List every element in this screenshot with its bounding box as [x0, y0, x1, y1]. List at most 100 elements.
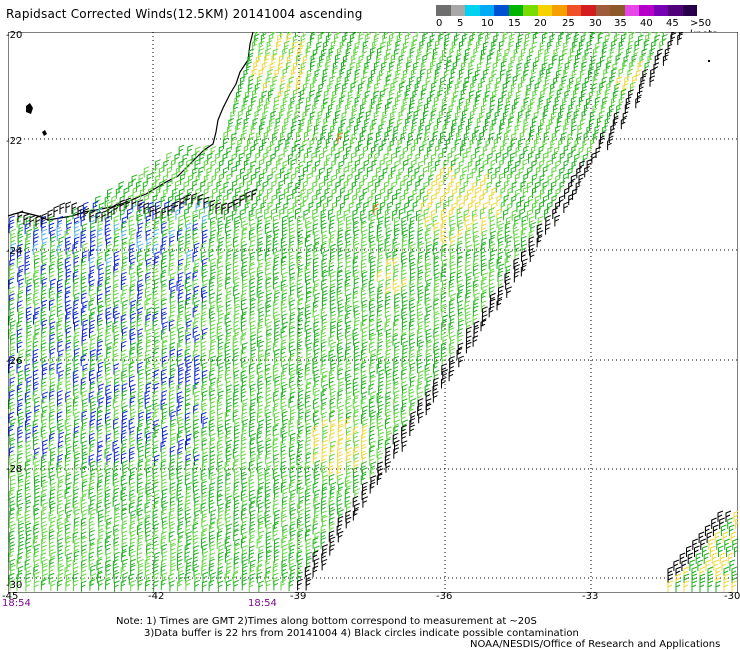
legend-tick-label: 45: [666, 18, 679, 29]
wind-barb: [258, 96, 265, 109]
wind-barb: [539, 40, 546, 53]
wind-barb: [568, 103, 575, 115]
wind-barb: [543, 131, 550, 143]
wind-barb: [421, 83, 428, 95]
wind-barb: [493, 34, 499, 46]
wind-barb: [272, 32, 277, 39]
wind-barb: [508, 61, 515, 74]
wind-barb: [287, 153, 294, 165]
wind-barb: [492, 61, 499, 74]
wind-barb: [552, 32, 556, 38]
wind-barb: [566, 33, 572, 45]
wind-barb: [461, 138, 468, 151]
wind-barb: [584, 76, 591, 88]
wind-barb: [230, 110, 237, 122]
wind-barb: [446, 55, 453, 67]
wind-barb: [596, 88, 603, 101]
wind-barb: [474, 125, 481, 137]
wind-barb: [288, 102, 295, 115]
wind-barb: [662, 54, 669, 66]
wind-barb: [510, 152, 516, 164]
wind-barb: [545, 123, 552, 136]
wind-barb: [418, 160, 424, 172]
wind-barb: [445, 138, 452, 150]
wind-barb: [551, 152, 558, 165]
wind-barb: [626, 47, 633, 59]
wind-barb: [355, 145, 362, 157]
latitude-label: -28: [6, 464, 23, 475]
wind-barb: [487, 53, 493, 66]
wind-barb: [541, 32, 548, 45]
wind-barb: [398, 110, 405, 122]
wind-barb: [382, 167, 389, 179]
wind-barb: [429, 117, 435, 130]
wind-barb: [395, 95, 401, 108]
wind-barb: [278, 138, 285, 151]
wind-barb: [490, 159, 497, 171]
wind-barb: [411, 68, 417, 80]
wind-barb: [435, 144, 441, 157]
wind-barb: [654, 53, 661, 66]
legend-swatch: [624, 5, 639, 16]
wind-barb: [457, 76, 464, 88]
wind-barb: [441, 103, 448, 116]
wind-barb: [401, 76, 408, 88]
wind-barb: [410, 145, 417, 157]
wind-barb: [299, 89, 306, 101]
wind-barb: [256, 75, 263, 87]
wind-barb: [495, 151, 502, 164]
wind-barb: [292, 116, 298, 129]
wind-barb: [502, 138, 509, 150]
wind-barb: [412, 34, 419, 46]
wind-barb: [333, 139, 340, 151]
wind-barb: [323, 89, 330, 102]
wind-barb: [498, 40, 505, 52]
latitude-label: -22: [6, 136, 23, 147]
wind-barb: [294, 32, 298, 38]
wind-barb: [464, 76, 471, 88]
legend-color-bar: [436, 5, 736, 16]
wind-barb: [399, 81, 405, 94]
wind-barb: [659, 39, 665, 52]
wind-barb: [509, 33, 516, 46]
wind-barb: [598, 32, 604, 39]
wind-barb: [210, 146, 217, 158]
wind-barb: [237, 109, 244, 122]
wind-barb: [554, 146, 560, 158]
wind-barb: [532, 60, 539, 73]
wind-barb: [399, 152, 406, 165]
wind-barb: [395, 146, 402, 158]
wind-barb: [292, 88, 299, 101]
wind-barb: [403, 41, 409, 53]
wind-barb: [166, 151, 173, 164]
wind-barb: [527, 32, 532, 38]
wind-barb: [303, 151, 310, 164]
wind-barb: [318, 83, 325, 95]
wind-barb: [620, 117, 627, 130]
wind-barb: [433, 123, 440, 136]
wind-barb: [609, 75, 616, 88]
wind-barb: [354, 41, 361, 53]
wind-barb: [559, 82, 566, 95]
wind-barb: [550, 82, 556, 95]
wind-barb: [313, 124, 320, 136]
wind-barb: [397, 118, 403, 130]
wind-barb: [602, 125, 608, 137]
wind-barb: [506, 125, 513, 137]
wind-barb: [258, 40, 265, 53]
wind-barb: [235, 123, 241, 136]
legend-swatch: [436, 5, 451, 16]
wind-barb: [584, 48, 591, 60]
wind-barb: [634, 39, 641, 52]
wind-barb: [373, 110, 380, 123]
wind-barb: [465, 124, 472, 136]
wind-barb: [467, 160, 474, 172]
wind-barb: [302, 82, 309, 94]
latitude-label: -30: [6, 580, 23, 591]
wind-barb: [354, 96, 361, 108]
wind-barb: [350, 151, 357, 164]
wind-barb: [510, 138, 517, 150]
wind-barb: [389, 117, 395, 130]
wind-barb: [395, 40, 402, 52]
wind-barb: [635, 96, 641, 109]
